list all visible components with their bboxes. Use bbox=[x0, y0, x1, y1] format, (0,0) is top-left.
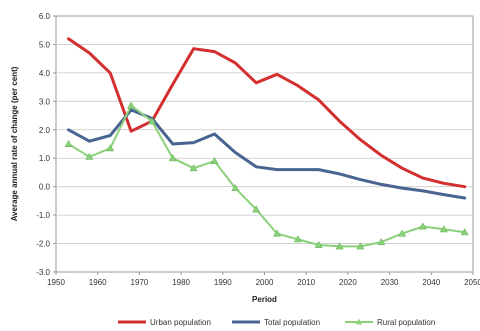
y-tick-label: 2.0 bbox=[39, 126, 51, 135]
urban-population-legend-label: Urban population bbox=[150, 318, 211, 327]
y-tick-label: 3.0 bbox=[39, 97, 51, 106]
y-tick-label: 0.0 bbox=[39, 183, 51, 192]
rural-population-marker bbox=[377, 238, 386, 246]
y-tick-label: 6.0 bbox=[39, 12, 51, 21]
rural-population-marker bbox=[210, 156, 219, 165]
rural-population-marker bbox=[168, 154, 177, 162]
x-tick-label: 2020 bbox=[339, 278, 357, 287]
x-axis-title: Period bbox=[252, 295, 277, 304]
plot-area bbox=[55, 15, 474, 273]
x-tick-labels: 1950 1960 1970 1980 1990 2000 2010 2020 2030 2040… bbox=[47, 278, 480, 287]
y-tick-label: -2.0 bbox=[36, 240, 50, 249]
rural-population-marker bbox=[460, 228, 469, 236]
rural-population-marker bbox=[293, 235, 302, 243]
x-tick-label: 1950 bbox=[47, 278, 65, 287]
rural-population-marker bbox=[252, 205, 261, 213]
rural-population-marker bbox=[314, 240, 323, 248]
x-tick-label: 1980 bbox=[172, 278, 190, 287]
legend: Urban population Total population Rural po… bbox=[118, 318, 435, 327]
rural-population-marker bbox=[272, 229, 282, 237]
x-tick-label: 1960 bbox=[89, 278, 107, 287]
y-tick-label: 4.0 bbox=[39, 69, 51, 78]
rural-population-legend-marker bbox=[355, 318, 363, 325]
rural-population-legend-label: Rural population bbox=[377, 318, 435, 327]
y-tick-label: -3.0 bbox=[36, 268, 50, 277]
rural-population-marker bbox=[106, 144, 115, 152]
rural-population-marker bbox=[231, 183, 240, 192]
plot-frame bbox=[55, 15, 474, 273]
x-tick-label: 2050 bbox=[464, 278, 480, 287]
total-population-legend-label: Total population bbox=[264, 318, 320, 327]
x-tick-label: 2040 bbox=[422, 278, 440, 287]
x-tick-label: 1990 bbox=[214, 278, 232, 287]
series-markers bbox=[64, 101, 469, 250]
x-tick-label: 2000 bbox=[256, 278, 274, 287]
rural-population-marker bbox=[418, 222, 427, 230]
axes bbox=[53, 15, 474, 275]
rural-population-marker bbox=[127, 101, 136, 109]
y-tick-label: 1.0 bbox=[39, 154, 51, 163]
y-tick-labels: 6.0 5.0 4.0 3.0 2.0 1.0 0.0 -1.0 -2.0 -3.0 bbox=[36, 12, 50, 277]
rural-population-marker bbox=[356, 242, 365, 250]
rural-population-marker bbox=[189, 164, 198, 172]
y-tick-label: -1.0 bbox=[36, 211, 50, 220]
rural-population-marker bbox=[335, 242, 344, 250]
y-axis-title: Average annual rate of change (per cent) bbox=[10, 66, 19, 221]
rural-population-marker bbox=[398, 229, 407, 237]
y-tick-label: 5.0 bbox=[39, 40, 51, 49]
rural-population-marker bbox=[64, 139, 73, 147]
x-tick-label: 1970 bbox=[131, 278, 149, 287]
rural-population-marker bbox=[85, 152, 94, 160]
urban-population-line bbox=[67, 37, 467, 189]
total-population-line bbox=[67, 108, 467, 200]
x-tick-label: 2030 bbox=[381, 278, 399, 287]
gridlines bbox=[56, 44, 473, 244]
rural-population-marker bbox=[439, 225, 448, 233]
x-tick-label: 2010 bbox=[297, 278, 315, 287]
rural-population-marker bbox=[147, 117, 156, 125]
